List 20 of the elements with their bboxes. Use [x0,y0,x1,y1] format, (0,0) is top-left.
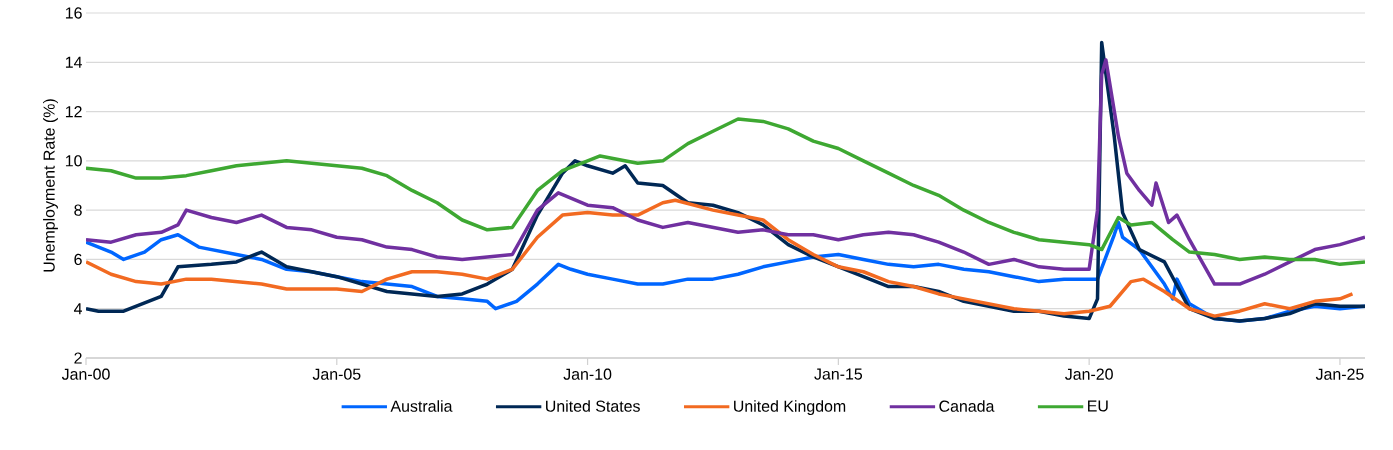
y-tick-label: 6 [74,253,82,266]
x-tick-label: Jan-25 [1315,368,1364,380]
y-tick-label: 16 [65,7,82,19]
y-tick-label: 4 [73,303,83,315]
legend-label: EU [1088,400,1108,412]
y-tick-label: 14 [65,56,82,68]
y-tick-label: 10 [65,155,82,167]
x-tick-label: Jan-00 [61,368,110,380]
x-tick-label: Jan-05 [312,368,361,380]
legend-label: Canada [939,400,995,412]
legend-label: United Kingdom [734,400,846,415]
legend-label: Australia [390,400,453,412]
x-tick-label: Jan-15 [814,368,863,380]
y-tick-label: 12 [65,106,82,118]
x-tick-label: Jan-20 [1065,368,1113,380]
y-tick-label: 8 [74,204,82,216]
legend-label: United States [546,400,640,412]
y-axis-title: Unemployment Rate (%) [43,99,58,272]
x-tick-label: Jan-10 [563,368,612,380]
y-tick-label: 2 [74,352,82,364]
